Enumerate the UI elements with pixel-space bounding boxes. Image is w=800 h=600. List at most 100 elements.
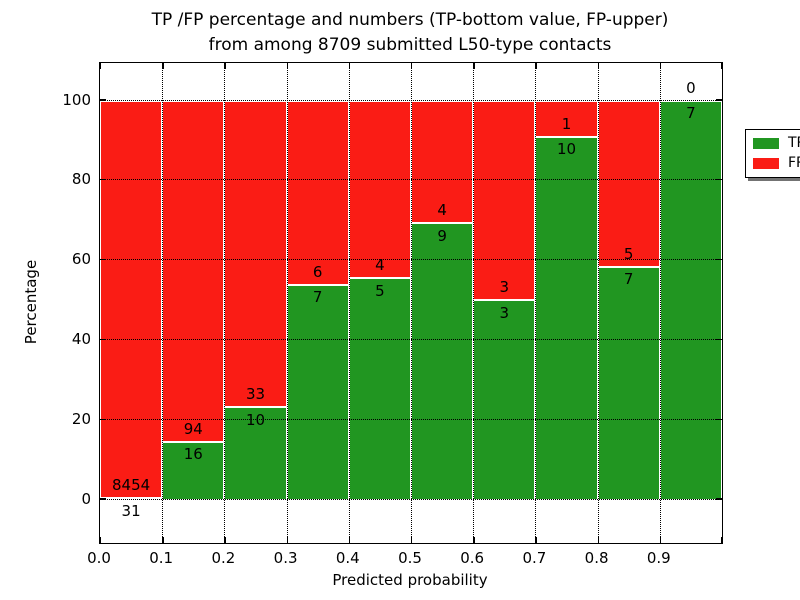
bar-segment-tp (597, 266, 660, 500)
legend-swatch-fp-icon (753, 157, 779, 169)
bar-count-label-tp: 10 (556, 140, 577, 159)
grid-layer (100, 63, 722, 543)
grid-line-vertical (597, 63, 599, 543)
bar-count-label-fp: 4 (437, 201, 447, 220)
tick-mark-y (716, 338, 722, 341)
bar-count-label-tp: 5 (375, 281, 385, 300)
tick-mark-x (286, 537, 288, 543)
y-tick-label: 20 (71, 410, 91, 428)
tick-mark-x (535, 537, 537, 543)
chart-title-line1: TP /FP percentage and numbers (TP-bottom… (151, 10, 669, 30)
tick-mark-y (716, 258, 722, 261)
grid-line-vertical (286, 63, 288, 543)
bar-segment-fp (597, 100, 660, 267)
legend-swatch-tp-icon (753, 138, 779, 150)
bar-count-label-fp: 1 (561, 114, 572, 133)
tick-mark-x (348, 63, 351, 69)
tick-mark-x (659, 537, 662, 543)
x-tick-label: 0.5 (398, 549, 422, 567)
tick-mark-x (162, 537, 164, 543)
tick-mark-x (286, 63, 288, 69)
y-tick-label: 80 (71, 170, 91, 189)
bar-count-label-fp: 3 (499, 278, 510, 297)
bar-segment-tp (473, 300, 536, 500)
ticks-layer (100, 63, 722, 543)
bar-count-label-fp: 33 (245, 385, 266, 404)
bar-labels-layer: 8454 31 94 16 33 10 6 7 4 5 4 9 3 3 1 10 5 7 0 7 (100, 63, 722, 543)
x-tick-label: 0.3 (273, 549, 298, 567)
tick-mark-x (411, 537, 413, 543)
tick-mark-x (473, 63, 475, 69)
tick-mark-x (100, 63, 102, 69)
grid-line-vertical (162, 63, 164, 543)
tick-mark-x (720, 537, 722, 543)
tick-mark-y (100, 179, 106, 181)
y-tick-label: 60 (71, 250, 91, 269)
y-axis-label: Percentage (22, 259, 40, 345)
y-tick-label: 100 (62, 90, 91, 109)
bar-count-label-fp: 5 (623, 244, 634, 263)
bar-segment-fp (162, 100, 225, 442)
y-tick-label: 0 (81, 489, 91, 508)
bar-segment-fp (224, 100, 287, 408)
legend-item-tp: TP (753, 136, 800, 151)
grid-line-vertical (348, 63, 350, 543)
bar-count-label-fp: 4 (375, 256, 385, 275)
tick-mark-x (224, 537, 226, 543)
bar-count-label-tp: 9 (437, 226, 447, 245)
bar-segment-fp (473, 100, 536, 301)
bar-segment-fp (348, 100, 411, 279)
bar-segment-tp (224, 407, 287, 500)
bar-count-label-fp: 0 (686, 78, 696, 97)
tick-mark-y (100, 99, 106, 101)
bar-segment-fp (535, 100, 598, 137)
bar-count-label-tp: 10 (245, 410, 266, 429)
bar-count-label-tp: 7 (686, 104, 696, 123)
grid-line-vertical (411, 63, 412, 543)
tick-mark-y (716, 99, 722, 101)
tick-mark-y (716, 418, 722, 421)
tick-mark-x (535, 63, 537, 69)
bar-segment-tp (348, 278, 411, 500)
tick-mark-y (100, 338, 106, 341)
bar-count-label-fp: 94 (183, 419, 203, 438)
bar-count-label-tp: 31 (121, 501, 141, 520)
x-tick-label: 0.1 (149, 549, 174, 567)
tick-mark-x (348, 537, 351, 543)
tick-mark-y (100, 498, 106, 500)
legend-label-fp: FP (788, 154, 800, 171)
bar-count-label-fp: 6 (312, 262, 323, 281)
tick-mark-x (659, 63, 662, 69)
legend: TP FP (745, 129, 800, 178)
tick-mark-x (100, 537, 102, 543)
x-tick-label: 0.9 (646, 549, 671, 567)
bar-count-label-fp: 8454 (112, 476, 151, 495)
tick-mark-y (716, 498, 722, 500)
x-tick-label: 0.6 (460, 549, 485, 567)
bar-segment-tp (659, 100, 722, 500)
legend-item-fp: FP (753, 154, 800, 171)
tick-mark-x (473, 537, 475, 543)
bar-count-label-tp: 7 (623, 270, 634, 289)
x-tick-label: 0.2 (211, 549, 236, 567)
tick-mark-x (720, 63, 722, 69)
bar-segment-tp (411, 223, 474, 500)
tick-mark-x (162, 63, 164, 69)
x-tick-label: 0.7 (522, 549, 547, 567)
bar-segment-fp (411, 100, 474, 224)
tick-mark-x (411, 63, 413, 69)
tick-mark-y (100, 418, 106, 421)
bar-segment-tp (535, 136, 598, 500)
tick-mark-x (597, 537, 599, 543)
grid-line-vertical (659, 63, 661, 543)
y-tick-label: 40 (71, 330, 91, 349)
grid-line-vertical (473, 63, 475, 543)
x-tick-label: 0.4 (335, 549, 360, 567)
tick-mark-x (597, 63, 599, 69)
tick-mark-y (100, 258, 106, 261)
tick-mark-y (716, 179, 722, 181)
chart-title-line2: from among 8709 submitted L50-type conta… (208, 35, 612, 55)
x-tick-label: 0.0 (87, 549, 111, 567)
grid-line-vertical (224, 63, 226, 543)
